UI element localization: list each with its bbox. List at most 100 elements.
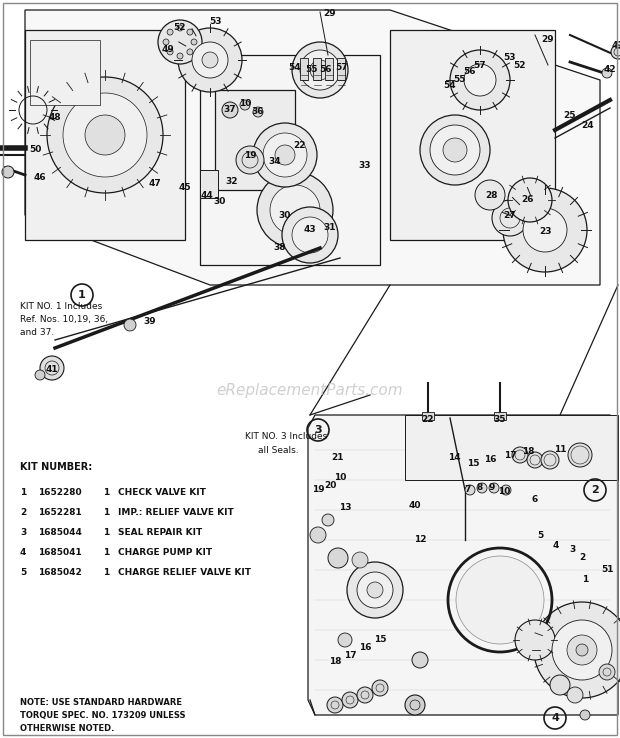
Text: 52: 52 [174,24,186,32]
Circle shape [240,100,250,110]
Text: 3: 3 [20,528,26,537]
Circle shape [85,115,125,155]
Circle shape [342,692,358,708]
Circle shape [178,28,242,92]
Circle shape [465,485,475,495]
Text: 38: 38 [274,244,286,252]
Text: NOTE: USE STANDARD HARDWARE: NOTE: USE STANDARD HARDWARE [20,698,182,707]
Text: 14: 14 [448,453,460,463]
Circle shape [443,138,467,162]
Text: 9: 9 [489,483,495,492]
Text: 20: 20 [324,480,336,489]
Text: 47: 47 [149,179,161,187]
Text: KIT NO. 3 Includes: KIT NO. 3 Includes [245,432,327,441]
Circle shape [322,514,334,526]
Circle shape [372,680,388,696]
Text: 30: 30 [279,210,291,219]
Text: 19: 19 [312,486,324,494]
Circle shape [357,687,373,703]
Text: eReplacementParts.com: eReplacementParts.com [216,382,404,398]
Circle shape [2,166,14,178]
Text: 36: 36 [252,108,264,117]
Circle shape [328,548,348,568]
Circle shape [508,178,552,222]
Text: 1: 1 [103,508,109,517]
Text: 1: 1 [103,488,109,497]
Circle shape [177,53,183,59]
Text: 3: 3 [569,545,575,554]
Circle shape [187,49,193,55]
Text: 44: 44 [201,190,213,199]
Polygon shape [25,10,600,285]
Text: 37: 37 [224,106,236,114]
Circle shape [310,60,330,80]
Text: OTHERWISE NOTED.: OTHERWISE NOTED. [20,724,114,733]
Text: 1685044: 1685044 [38,528,82,537]
Circle shape [405,695,425,715]
Text: 31: 31 [324,224,336,232]
Text: 53: 53 [209,18,221,27]
Circle shape [257,172,333,248]
Circle shape [292,42,348,98]
Text: 49: 49 [162,46,174,55]
Text: and 37.: and 37. [20,328,55,337]
Text: 29: 29 [324,10,336,18]
Text: 3: 3 [314,425,322,435]
Text: CHECK VALVE KIT: CHECK VALVE KIT [118,488,206,497]
Circle shape [236,146,264,174]
Text: 29: 29 [542,35,554,44]
Text: KIT NO. 1 Includes: KIT NO. 1 Includes [20,302,102,311]
Text: 4: 4 [551,713,559,723]
Text: 17: 17 [503,452,516,461]
Bar [494,412,506,420]
Text: 54: 54 [289,63,301,72]
Text: TORQUE SPEC. NO. 173209 UNLESS: TORQUE SPEC. NO. 173209 UNLESS [20,711,185,720]
Text: 1685042: 1685042 [38,568,82,577]
Text: 32: 32 [226,178,238,187]
Circle shape [412,652,428,668]
Text: 34: 34 [268,157,281,167]
Text: 6: 6 [532,495,538,505]
Text: 4: 4 [553,540,559,550]
Text: 22: 22 [294,140,306,150]
Circle shape [611,45,620,59]
Text: 17: 17 [343,650,356,660]
Circle shape [568,443,592,467]
Text: 26: 26 [522,196,534,204]
Circle shape [567,635,597,665]
Circle shape [430,125,480,175]
Text: 5: 5 [537,531,543,539]
Polygon shape [405,415,618,480]
Circle shape [192,42,228,78]
Text: all Seals.: all Seals. [258,446,299,455]
Text: 41: 41 [612,41,620,49]
Text: 57: 57 [335,63,348,72]
Text: 5: 5 [20,568,26,577]
Circle shape [501,485,511,495]
Text: 33: 33 [359,160,371,170]
Text: 56: 56 [464,67,476,77]
Circle shape [552,620,612,680]
Text: 18: 18 [522,447,534,457]
Text: 1: 1 [103,528,109,537]
Circle shape [515,620,555,660]
Bar [313,58,321,80]
Bar [215,90,295,190]
Circle shape [512,447,528,463]
Text: 16: 16 [484,455,496,464]
Text: 22: 22 [422,415,434,424]
Circle shape [550,675,570,695]
Text: 55: 55 [306,66,318,75]
Text: 57: 57 [474,61,486,69]
Text: 55: 55 [454,75,466,83]
Polygon shape [200,55,380,265]
Text: 51: 51 [601,565,613,574]
Text: 2: 2 [591,485,599,495]
Text: 43: 43 [304,226,316,235]
Text: 10: 10 [239,100,251,108]
Text: 45: 45 [179,184,192,193]
Text: 39: 39 [144,317,156,326]
Bar [200,170,218,198]
Text: 42: 42 [604,66,616,75]
Circle shape [338,633,352,647]
